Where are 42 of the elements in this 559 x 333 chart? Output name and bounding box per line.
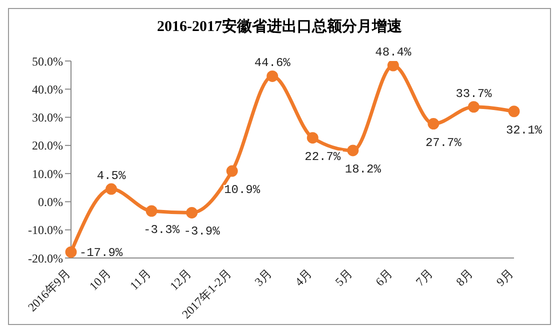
point bbox=[106, 183, 118, 195]
y-tick-label: 10.0% bbox=[32, 166, 63, 181]
point bbox=[146, 205, 158, 217]
y-tick-label: 20.0% bbox=[32, 138, 63, 153]
point bbox=[508, 106, 520, 118]
point bbox=[186, 206, 198, 218]
data-label: -3.9% bbox=[184, 224, 221, 239]
point bbox=[387, 61, 399, 72]
x-tick-label: 10月 bbox=[86, 266, 114, 294]
data-label: 4.5% bbox=[96, 169, 126, 184]
x-tick-label: 11月 bbox=[127, 266, 154, 293]
data-label: 27.7% bbox=[425, 136, 462, 150]
data-label: 10.9% bbox=[224, 183, 261, 198]
x-tick-label: 6月 bbox=[372, 266, 396, 289]
y-tick-label: 40.0% bbox=[32, 82, 63, 96]
data-label: 32.1% bbox=[506, 123, 543, 138]
point bbox=[428, 118, 440, 130]
point bbox=[347, 144, 359, 156]
chart-title: 2016-2017安徽省进出口总额分月增速 bbox=[156, 17, 403, 37]
x-tick-label: 8月 bbox=[453, 266, 476, 289]
y-tick-label: 50.0% bbox=[32, 54, 63, 68]
point bbox=[266, 70, 278, 82]
y-tick-label: -20.0% bbox=[28, 251, 63, 266]
x-tick-label: 7月 bbox=[412, 266, 436, 289]
data-label: 22.7% bbox=[304, 150, 342, 164]
y-tick-label: 0.0% bbox=[38, 194, 63, 209]
x-tick-label: 12月 bbox=[167, 266, 194, 294]
data-label: 48.4% bbox=[375, 46, 412, 60]
y-tick-label: -10.0% bbox=[28, 223, 63, 238]
data-label: -17.9% bbox=[79, 246, 124, 260]
y-tick-label: 30.0% bbox=[32, 110, 63, 125]
x-tick-label: 3月 bbox=[252, 266, 274, 289]
data-label: 18.2% bbox=[344, 162, 382, 176]
point bbox=[306, 132, 318, 144]
data-label: 44.6% bbox=[254, 56, 292, 70]
data-label: 33.7% bbox=[456, 86, 493, 101]
point bbox=[226, 165, 238, 177]
x-tick-label: 5月 bbox=[332, 266, 356, 289]
data-label: -3.3% bbox=[144, 223, 180, 237]
x-tick-label: 9月 bbox=[493, 266, 516, 289]
x-tick-label: 4月 bbox=[292, 266, 315, 289]
point bbox=[468, 101, 480, 113]
